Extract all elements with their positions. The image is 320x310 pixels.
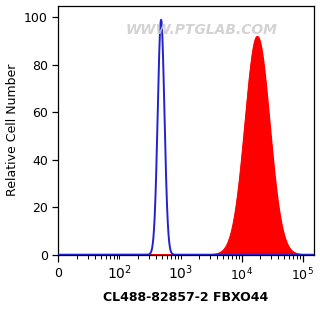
Y-axis label: Relative Cell Number: Relative Cell Number xyxy=(5,64,19,196)
X-axis label: CL488-82857-2 FBXO44: CL488-82857-2 FBXO44 xyxy=(103,291,269,304)
Text: WWW.PTGLAB.COM: WWW.PTGLAB.COM xyxy=(125,24,277,38)
